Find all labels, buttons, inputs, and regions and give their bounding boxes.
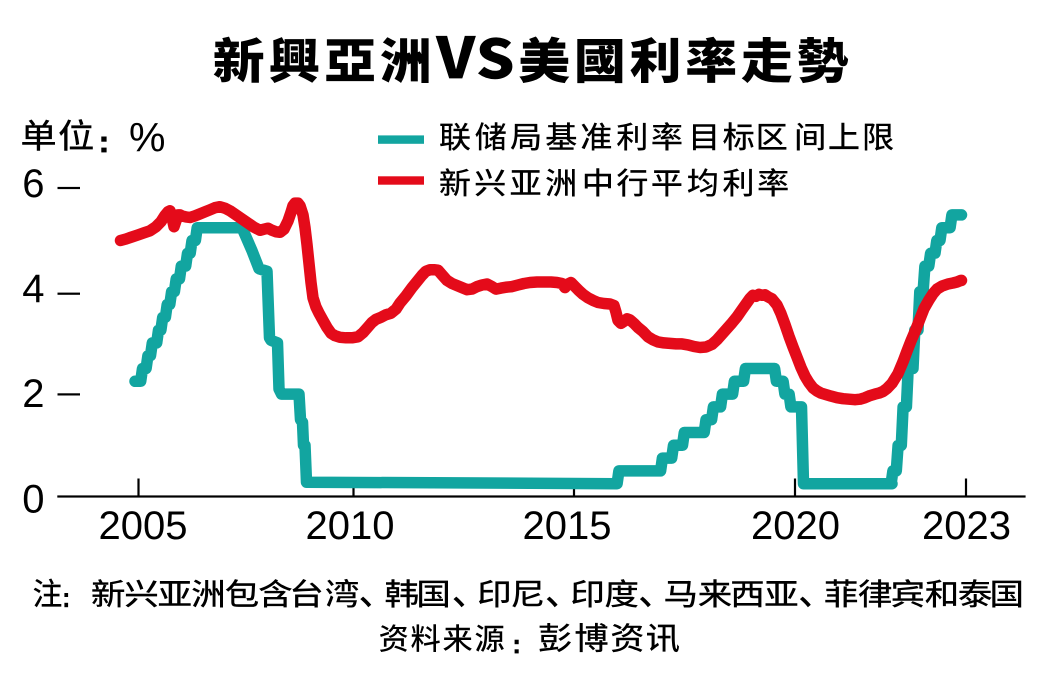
svg-text:4: 4 (22, 267, 44, 311)
svg-text:2010: 2010 (306, 504, 395, 548)
svg-text:0: 0 (22, 477, 44, 521)
svg-text:2: 2 (22, 372, 44, 416)
svg-text:2023: 2023 (922, 504, 1011, 548)
svg-text:2005: 2005 (99, 504, 188, 548)
svg-text:2020: 2020 (751, 504, 840, 548)
svg-text:2015: 2015 (523, 504, 612, 548)
svg-text:%: % (129, 114, 165, 160)
svg-text:6: 6 (22, 162, 44, 206)
